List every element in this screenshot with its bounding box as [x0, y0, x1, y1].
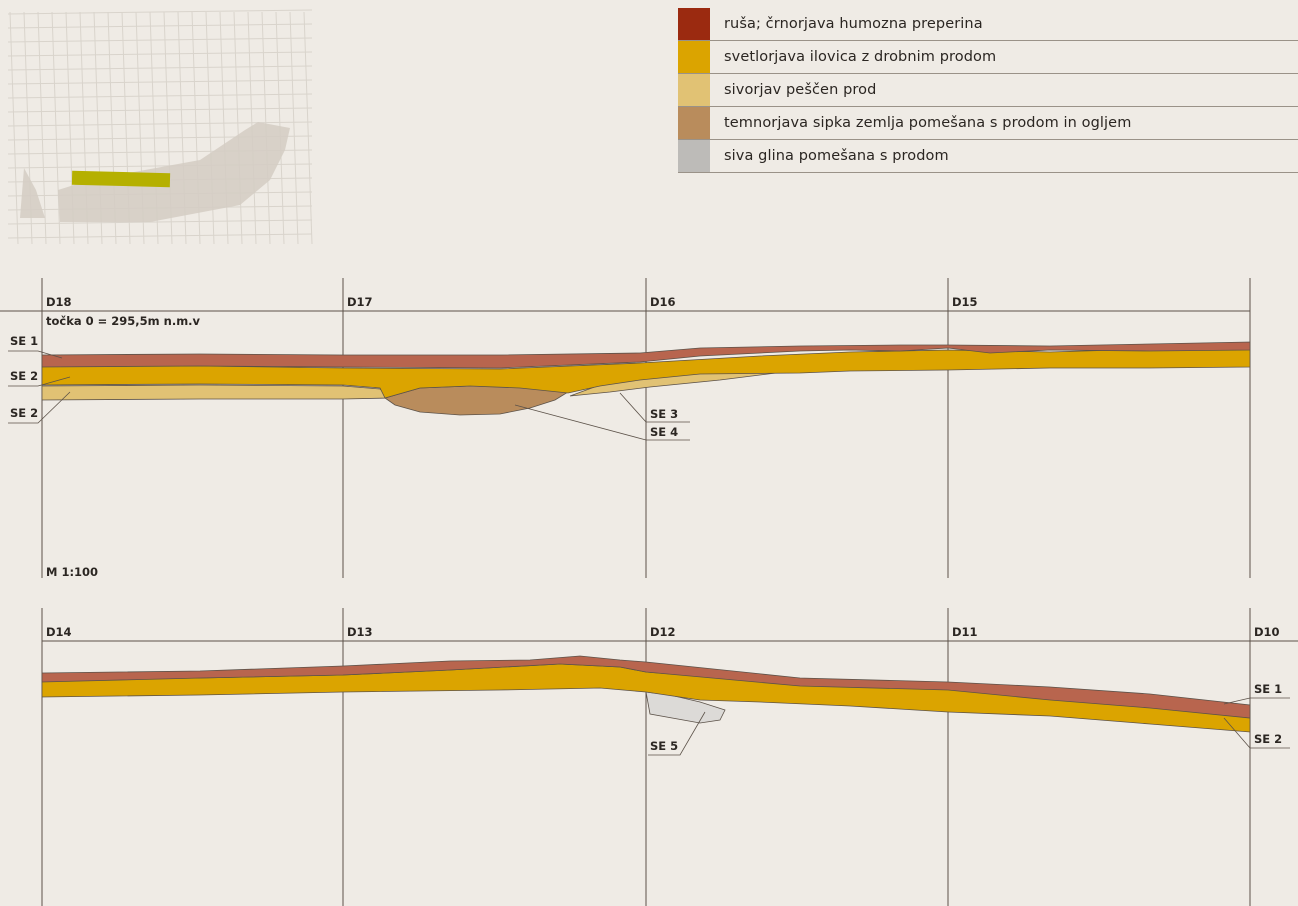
station-label: D10: [1254, 625, 1280, 639]
station-label: D15: [952, 295, 978, 309]
legend-swatch: [678, 41, 710, 73]
minimap-area-left: [20, 168, 45, 218]
datum-label: točka 0 = 295,5m n.m.v: [46, 314, 201, 328]
unit-label: SE 4: [650, 425, 678, 439]
legend-swatch: [678, 140, 710, 172]
unit-label: SE 1: [1254, 682, 1282, 696]
legend-label: siva glina pomešana s prodom: [724, 148, 949, 164]
station-label: D13: [347, 625, 373, 639]
legend-item: siva glina pomešana s prodom: [678, 140, 1298, 173]
legend-swatch: [678, 8, 710, 40]
layer-turf: [41, 341, 1251, 369]
legend-item: svetlorjava ilovica z drobnim prodom: [678, 41, 1298, 74]
unit-label: SE 2: [10, 406, 38, 420]
unit-label: SE 1: [10, 334, 38, 348]
profile-2: [41, 608, 1298, 906]
station-label: D12: [650, 625, 676, 639]
legend-item: sivorjav peščen prod: [678, 74, 1298, 107]
station-label: D17: [347, 295, 373, 309]
legend-label: sivorjav peščen prod: [724, 82, 877, 98]
unit-label: SE 3: [650, 407, 678, 421]
station-label: D11: [952, 625, 978, 639]
legend-label: ruša; črnorjava humozna preperina: [724, 16, 983, 32]
station-label: D14: [46, 625, 72, 639]
legend-item: temnorjava sipka zemlja pomešana s prodo…: [678, 107, 1298, 140]
minimap-area-main: [58, 122, 290, 222]
unit-label: SE 2: [10, 369, 38, 383]
layer-turf-2: [41, 655, 1251, 719]
minimap-section-bar: [71, 170, 171, 188]
legend-item: ruša; črnorjava humozna preperina: [678, 8, 1298, 41]
layer-gravel: [41, 384, 392, 401]
legend-swatch: [678, 107, 710, 139]
profile-1: [0, 278, 1251, 578]
unit-label: SE 5: [650, 739, 678, 753]
legend-label: temnorjava sipka zemlja pomešana s prodo…: [724, 115, 1132, 131]
legend: ruša; črnorjava humozna preperina svetlor…: [678, 8, 1298, 173]
layer-loam: [41, 346, 1251, 399]
scale-label: M 1:100: [46, 565, 98, 579]
station-label: D18: [46, 295, 72, 309]
unit-label: SE 2: [1254, 732, 1282, 746]
station-label: D16: [650, 295, 676, 309]
legend-swatch: [678, 74, 710, 106]
legend-label: svetlorjava ilovica z drobnim prodom: [724, 49, 997, 65]
site-minimap: [7, 9, 313, 245]
